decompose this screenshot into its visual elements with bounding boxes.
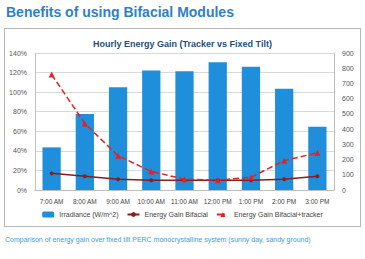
svg-text:140%: 140% [9,50,27,57]
svg-text:80%: 80% [13,108,27,115]
svg-text:9:00 AM: 9:00 AM [106,198,130,205]
svg-text:3:00 PM: 3:00 PM [305,198,329,205]
svg-text:700: 700 [342,80,354,87]
svg-text:40%: 40% [13,147,27,154]
svg-text:60%: 60% [13,128,27,135]
svg-text:400: 400 [342,126,354,133]
svg-text:100%: 100% [9,89,27,96]
svg-text:12:00 PM: 12:00 PM [204,198,232,205]
svg-text:1:00 PM: 1:00 PM [239,198,263,205]
svg-text:8:00 AM: 8:00 AM [73,198,97,205]
svg-text:900: 900 [342,50,354,57]
svg-text:800: 800 [342,65,354,72]
svg-text:11:00 AM: 11:00 AM [171,198,198,205]
svg-text:20%: 20% [13,167,27,174]
svg-text:7:00 AM: 7:00 AM [40,198,64,205]
svg-text:100: 100 [342,171,354,178]
svg-text:Energy Gain Bifacial+tracker: Energy Gain Bifacial+tracker [234,211,324,219]
svg-text:Energy Gain Bifacial: Energy Gain Bifacial [144,211,208,219]
svg-text:300: 300 [342,141,354,148]
svg-text:0: 0 [342,187,346,194]
svg-text:Hourly Energy Gain (Tracker vs: Hourly Energy Gain (Tracker vs Fixed Til… [93,39,272,49]
html-text:Comparison of energy gain over: Comparison of energy gain over fixed til… [5,236,311,243]
svg-text:500: 500 [342,110,354,117]
svg-text:120%: 120% [9,69,27,76]
svg-text:2:00 PM: 2:00 PM [272,198,296,205]
svg-text:600: 600 [342,95,354,102]
svg-text:0%: 0% [17,187,27,194]
svg-text:200: 200 [342,156,354,163]
html-text:Benefits of using Bifacial Mod: Benefits of using Bifacial Modules [6,4,234,20]
svg-text:Irradiance (W/m^2): Irradiance (W/m^2) [59,211,118,219]
svg-text:10:00 AM: 10:00 AM [138,198,165,205]
